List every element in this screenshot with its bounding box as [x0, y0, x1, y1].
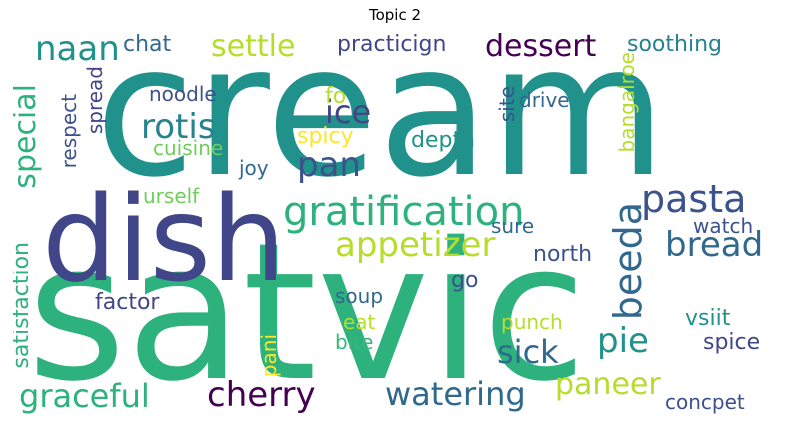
word-bread: bread: [665, 225, 764, 265]
word-cherry: cherry: [207, 375, 316, 415]
word-pie: pie: [597, 321, 649, 361]
word-bangalroe: bangalroe: [615, 52, 639, 153]
word-fo: fo: [325, 84, 347, 109]
word-practicign: practicign: [337, 32, 447, 57]
word-soup: soup: [335, 284, 384, 308]
word-dessert: dessert: [485, 30, 597, 64]
word-pani: pani: [257, 334, 281, 378]
word-noodle: noodle: [149, 82, 217, 106]
word-dish: dish: [42, 170, 286, 308]
word-north: north: [533, 242, 593, 267]
word-beeda: beeda: [606, 202, 650, 321]
word-ice: ice: [325, 93, 372, 131]
word-spice: spice: [703, 330, 761, 355]
word-satisfaction: satisfaction: [13, 242, 34, 369]
word-factor: factor: [95, 290, 160, 315]
word-watch: watch: [693, 214, 754, 238]
word-go: go: [451, 268, 479, 293]
word-eat: eat: [343, 310, 376, 334]
word-depth: depth: [411, 128, 476, 153]
word-urself: urself: [143, 184, 200, 208]
word-settle: settle: [211, 30, 296, 64]
word-cuisine: cuisine: [153, 136, 224, 160]
word-satvic: satvic: [27, 202, 587, 416]
word-punch: punch: [501, 310, 563, 334]
word-sick: sick: [497, 333, 559, 371]
word-spread: spread: [83, 66, 107, 135]
word-appetizer: appetizer: [335, 225, 496, 265]
word-site: site: [495, 86, 519, 123]
word-cream: cream: [95, 30, 667, 217]
word-gratification: gratification: [283, 189, 525, 235]
word-joy: joy: [239, 156, 269, 180]
word-special: special: [13, 84, 43, 189]
word-paneer: paneer: [555, 367, 661, 402]
word-naan: naan: [35, 30, 120, 69]
word-pasta: pasta: [641, 177, 747, 221]
word-spicy: spicy: [297, 124, 354, 149]
word-drive: drive: [519, 88, 570, 112]
word-pan: pan: [297, 145, 361, 185]
word-graceful: graceful: [19, 377, 150, 415]
word-vsiit: vsiit: [685, 306, 731, 331]
word-sure: sure: [491, 214, 535, 238]
word-bite: bite: [335, 330, 374, 354]
word-respect: respect: [57, 94, 81, 169]
word-chat: chat: [123, 32, 172, 57]
word-concpet: concpet: [665, 390, 745, 414]
word-cloud: cream satvic dish gratification appetize…: [13, 30, 779, 416]
word-watering: watering: [385, 375, 526, 413]
word-rotis: rotis: [141, 107, 216, 147]
chart-title: Topic 2: [368, 6, 422, 24]
word-soothing: soothing: [627, 32, 722, 57]
